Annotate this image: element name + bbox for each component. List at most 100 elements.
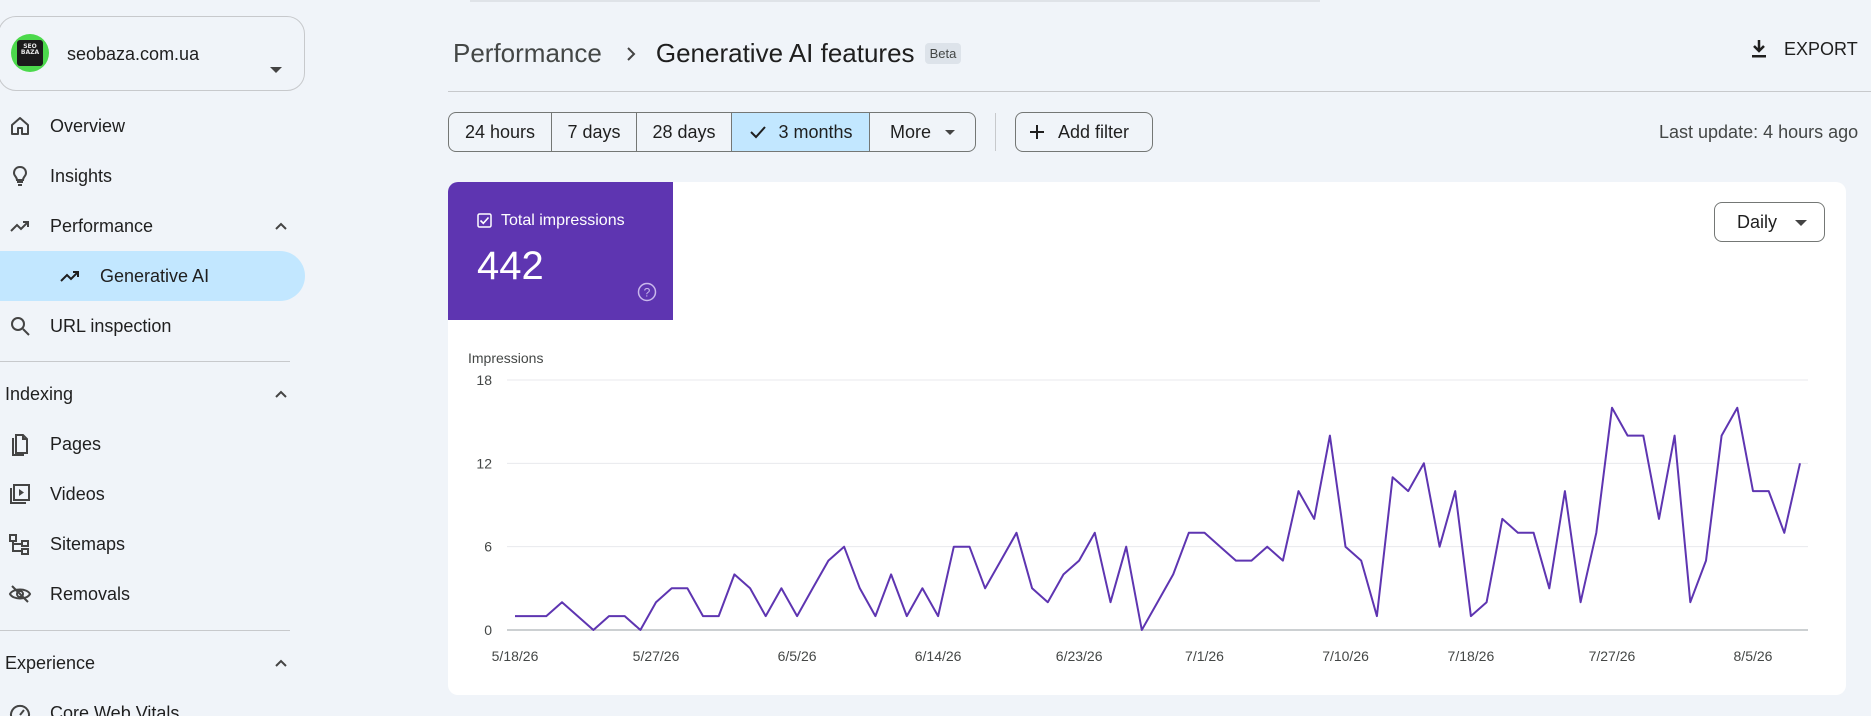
breadcrumb-parent-link[interactable]: Performance [453, 38, 602, 68]
trending-up-icon [10, 221, 29, 232]
sidebar-item-label: Videos [50, 483, 105, 504]
gauge-icon [10, 704, 30, 716]
granularity-dropdown[interactable]: Daily [1714, 202, 1825, 242]
export-button[interactable]: EXPORT [1748, 38, 1858, 60]
sidebar-item-label: Core Web Vitals [50, 702, 180, 716]
sidebar-item-label: Removals [50, 583, 131, 604]
download-icon [1752, 40, 1766, 58]
home-icon [11, 117, 29, 135]
sidebar-item-insights[interactable]: Insights [0, 151, 305, 201]
sidebar: SEO BAZA seobaza.com.ua Overview Insight… [0, 0, 310, 716]
sidebar-divider [0, 630, 290, 631]
y-axis-label: Impressions [468, 350, 543, 366]
x-tick-label: 6/5/26 [778, 648, 817, 664]
eye-off-icon [8, 585, 32, 603]
sidebar-item-videos[interactable]: Videos [0, 469, 305, 519]
x-tick-label: 7/18/26 [1448, 648, 1495, 664]
pages-icon [12, 434, 28, 456]
page-title: Generative AI features [655, 38, 915, 68]
caret-down-icon [270, 67, 282, 73]
range-24-hours[interactable]: 24 hours [449, 113, 552, 151]
sidebar-item-removals[interactable]: Removals [0, 569, 305, 619]
chevron-up-icon[interactable] [272, 654, 290, 672]
y-tick-label: 18 [476, 372, 492, 388]
logo-text: SEO BAZA [17, 40, 43, 66]
chart-grid [507, 379, 1808, 631]
metric-label: Total impressions [501, 212, 625, 229]
property-logo: SEO BAZA [11, 34, 49, 72]
sidebar-item-overview[interactable]: Overview [0, 101, 305, 151]
add-filter-button[interactable]: Add filter [1015, 112, 1153, 152]
section-experience[interactable]: Experience [0, 638, 305, 688]
x-tick-label: 7/1/26 [1185, 648, 1224, 664]
sitemap-icon [9, 534, 29, 555]
chevron-up-icon[interactable] [272, 385, 290, 403]
header-divider [448, 91, 1871, 92]
sidebar-item-label: Insights [50, 165, 113, 186]
sidebar-item-sitemaps[interactable]: Sitemaps [0, 519, 305, 569]
lightbulb-icon [12, 165, 28, 186]
impressions-chart: Impressions 0 6 12 18 5/18/26 5/27/26 6/5/26 6… [468, 350, 1808, 664]
add-filter-label: Add filter [1058, 121, 1130, 142]
x-tick-labels: 5/18/26 5/27/26 6/5/26 6/14/26 6/23/26 7/1/26… [492, 648, 1773, 664]
y-tick-label: 12 [476, 455, 492, 471]
y-tick-label: 6 [484, 539, 492, 555]
range-7-days[interactable]: 7 days [552, 113, 637, 151]
x-tick-label: 5/27/26 [633, 648, 680, 664]
property-selector[interactable]: SEO BAZA seobaza.com.ua [0, 16, 305, 91]
property-name: seobaza.com.ua [67, 44, 200, 64]
search-icon [11, 317, 30, 336]
beta-badge: Beta [924, 43, 962, 64]
sidebar-item-url-inspection[interactable]: URL inspection [0, 301, 305, 351]
sidebar-item-label: Generative AI [100, 265, 210, 286]
sidebar-item-performance[interactable]: Performance [0, 201, 305, 251]
performance-card: Total impressions 442 ? Daily Impression… [448, 182, 1846, 695]
metric-value: 442 [477, 244, 544, 288]
x-tick-label: 6/14/26 [915, 648, 962, 664]
last-update-text: Last update: 4 hours ago [1659, 122, 1859, 142]
svg-text:?: ? [644, 286, 651, 300]
range-label: 24 hours [464, 121, 536, 142]
caret-down-icon [945, 129, 955, 135]
metric-total-impressions[interactable]: Total impressions 442 ? [448, 182, 673, 320]
section-indexing[interactable]: Indexing [0, 369, 305, 419]
sidebar-item-generative-ai[interactable]: Generative AI [0, 251, 305, 301]
section-label: Experience [5, 652, 96, 673]
x-tick-label: 7/27/26 [1589, 648, 1636, 664]
range-label: 7 days [567, 121, 621, 142]
top-progress-strip [470, 0, 1320, 2]
sidebar-divider [0, 361, 290, 362]
y-tick-label: 0 [484, 622, 492, 638]
range-more-dropdown[interactable]: More [870, 113, 975, 151]
x-tick-label: 6/23/26 [1056, 648, 1103, 664]
range-label: 3 months [778, 121, 853, 142]
sidebar-item-label: Performance [50, 215, 154, 236]
sidebar-item-pages[interactable]: Pages [0, 419, 305, 469]
check-icon [750, 126, 767, 139]
trending-up-icon [60, 271, 79, 282]
help-icon[interactable]: ? [637, 282, 657, 302]
range-label: 28 days [652, 121, 716, 142]
section-label: Indexing [5, 383, 74, 404]
range-label: More [889, 121, 931, 142]
sidebar-item-label: Overview [50, 115, 126, 136]
y-tick-labels: 0 6 12 18 [476, 372, 492, 638]
checkbox-checked-icon[interactable] [477, 213, 492, 228]
sidebar-item-label: Sitemaps [50, 533, 126, 554]
sidebar-item-label: URL inspection [50, 315, 172, 336]
sidebar-item-label: Pages [50, 433, 102, 454]
export-label: EXPORT [1784, 38, 1858, 59]
range-3-months[interactable]: 3 months [732, 113, 870, 151]
plus-icon [1030, 125, 1044, 139]
breadcrumb: Performance Generative AI features Beta [453, 38, 962, 69]
impressions-series-line [515, 406, 1801, 631]
sidebar-item-core-web-vitals[interactable]: Core Web Vitals [0, 688, 305, 716]
range-28-days[interactable]: 28 days [637, 113, 732, 151]
chevron-right-icon [627, 46, 636, 61]
x-tick-label: 8/5/26 [1734, 648, 1773, 664]
chevron-up-icon[interactable] [272, 217, 290, 235]
video-icon [10, 484, 30, 504]
toolbar-separator [995, 113, 996, 151]
granularity-label: Daily [1737, 211, 1778, 232]
caret-down-icon [1795, 220, 1807, 226]
